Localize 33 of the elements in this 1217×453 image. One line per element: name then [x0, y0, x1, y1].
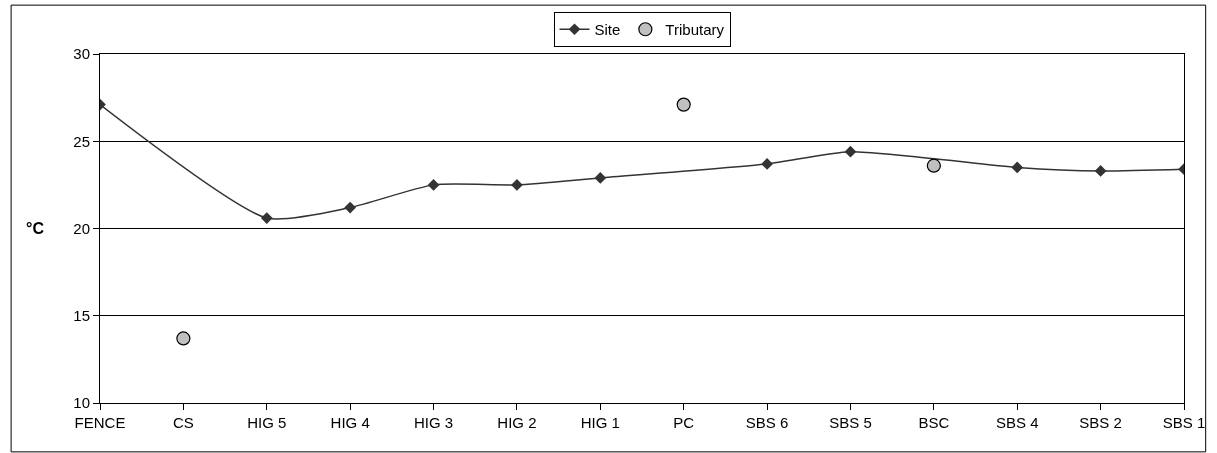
y-tick-label: 20	[73, 219, 90, 237]
legend-label: Site	[594, 21, 621, 39]
x-tick-label: PC	[673, 414, 695, 431]
x-tick-label: HIG 4	[330, 414, 370, 431]
point	[511, 179, 523, 191]
x-tick-label: CS	[172, 414, 194, 431]
point	[1094, 165, 1107, 177]
point	[676, 97, 691, 112]
x-tick-label: SBS 2	[1079, 414, 1122, 431]
x-tick-label: HIG 1	[580, 414, 620, 431]
x-tick-label: HIG 5	[247, 414, 287, 431]
point	[260, 212, 273, 224]
x-tick-label: SBS 6	[745, 414, 789, 431]
y-tick-label: 30	[73, 45, 90, 63]
x-tick-label: FENCE	[74, 414, 126, 431]
point	[926, 158, 941, 173]
point	[427, 179, 440, 191]
x-tick-label: SBS 1	[1162, 414, 1206, 431]
point	[1011, 161, 1024, 174]
x-tick-label: HIG 3	[413, 414, 454, 431]
x-tick-label: SBS 5	[829, 414, 872, 431]
legend-label: Tributary	[665, 21, 725, 39]
point	[344, 201, 356, 214]
x-tick-label: HIG 2	[497, 414, 537, 431]
x-tick-label: SBS 4	[995, 414, 1039, 431]
y-axis-title: °C	[26, 220, 45, 237]
y-tick-label: 15	[73, 307, 90, 324]
x-tick-label: BSC	[918, 414, 950, 431]
y-tick-label: 10	[73, 394, 90, 412]
point	[594, 172, 607, 184]
point	[844, 145, 857, 158]
y-tick-label: 25	[73, 132, 90, 150]
point	[176, 331, 191, 346]
